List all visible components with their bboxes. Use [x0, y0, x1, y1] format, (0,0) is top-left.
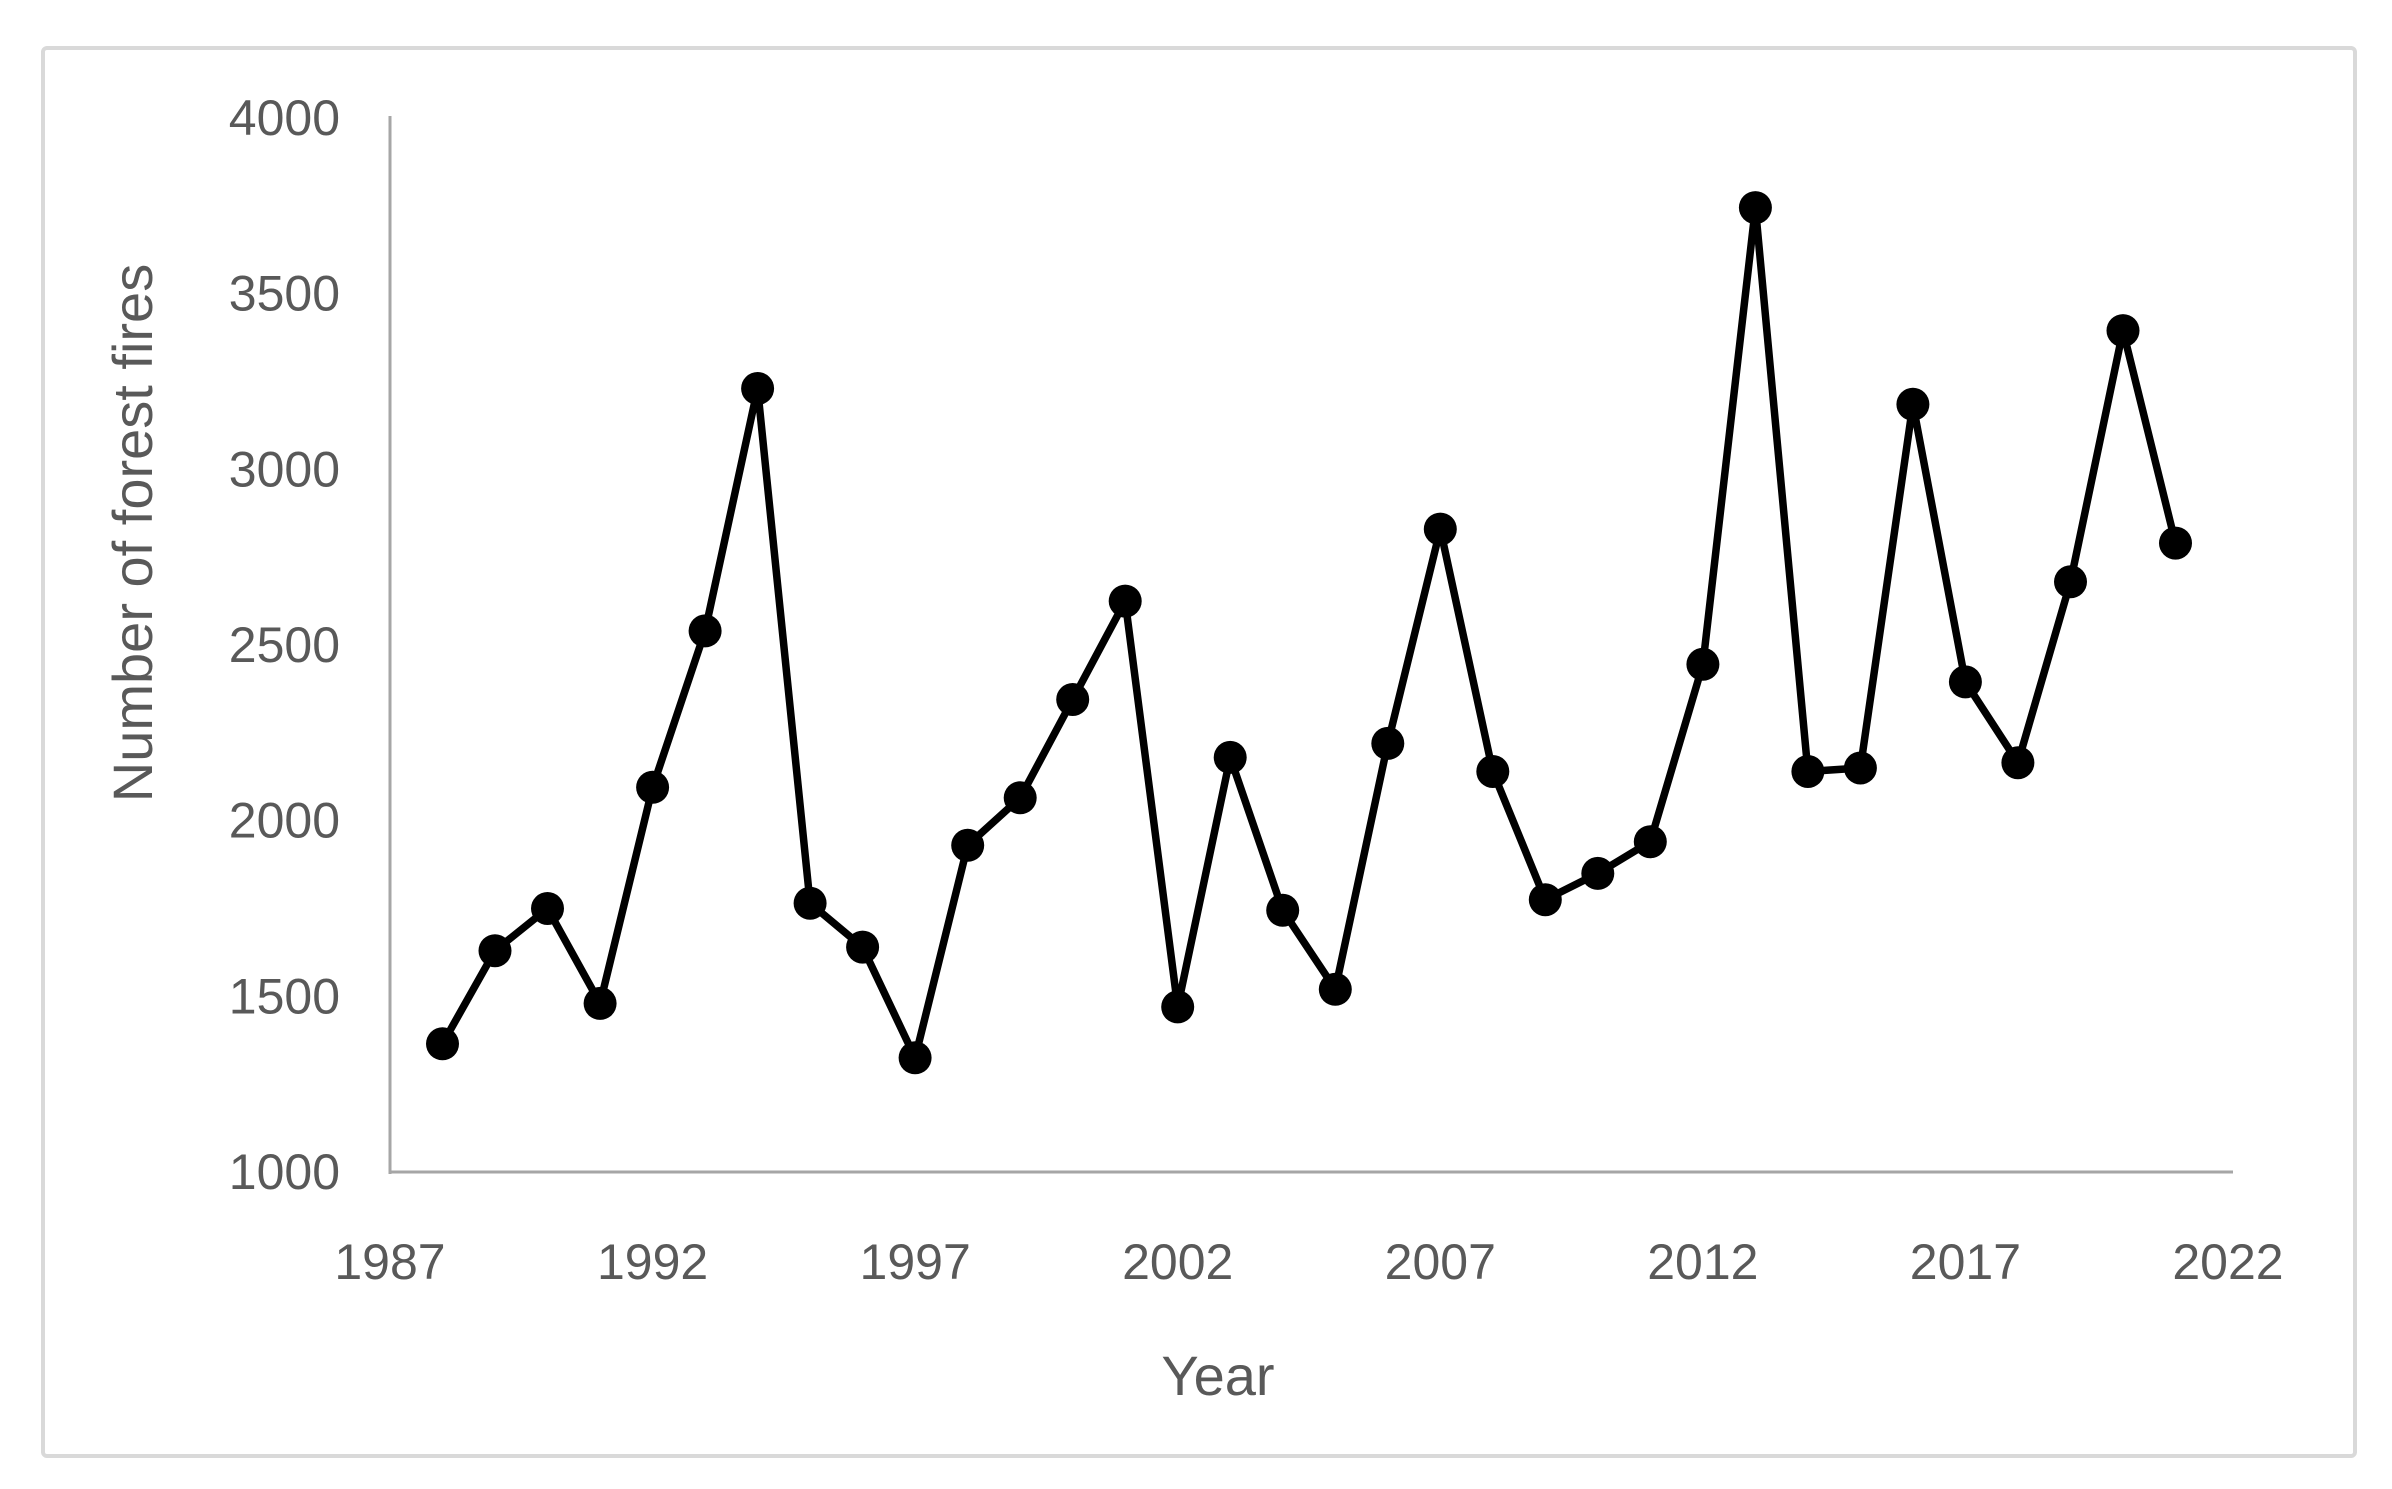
data-point-2007: [1423, 512, 1457, 546]
data-point-2018: [2001, 746, 2035, 780]
data-series: [426, 191, 2192, 1075]
data-point-2003: [1213, 740, 1247, 774]
data-point-2008: [1476, 755, 1510, 788]
data-point-1990: [531, 892, 564, 925]
y-tick-label-2000: 2000: [229, 793, 340, 849]
data-point-1999: [1003, 781, 1037, 815]
x-tick-label-2002: 2002: [1122, 1234, 1233, 1290]
data-point-2019: [2054, 565, 2087, 599]
x-tick-label-1992: 1992: [597, 1234, 708, 1290]
data-point-2012: [1686, 647, 1720, 681]
data-point-1995: [793, 886, 827, 920]
data-point-2014: [1791, 755, 1825, 788]
x-tick-labels: 1987 1992 1997 2002 2007 2012 2017 2022: [334, 1234, 2283, 1290]
x-axis: 1987 1992 1997 2002 2007 2012 2017 2022: [334, 1170, 2284, 1290]
data-point-2020: [2106, 314, 2140, 348]
x-tick-label-2012: 2012: [1647, 1234, 1758, 1290]
data-point-1996: [846, 930, 880, 964]
data-point-2006: [1371, 726, 1405, 760]
y-tick-label-2500: 2500: [229, 617, 340, 673]
data-point-2010: [1581, 856, 1615, 890]
data-point-2017: [1948, 665, 1982, 699]
data-point-1993: [688, 614, 722, 648]
y-axis: 1000 1500 2000 2500 3000 3500 4000: [229, 90, 392, 1200]
x-axis-title: Year: [1161, 1344, 1274, 1407]
x-tick-label-1997: 1997: [860, 1234, 971, 1290]
data-point-2001: [1108, 584, 1142, 618]
y-tick-label-1500: 1500: [229, 968, 340, 1024]
data-point-2002: [1161, 990, 1195, 1024]
y-tick-label-1000: 1000: [229, 1144, 340, 1200]
x-tick-label-2022: 2022: [2172, 1234, 2283, 1290]
y-tick-label-4000: 4000: [229, 90, 340, 146]
data-point-2021: [2159, 526, 2192, 560]
data-point-1989: [478, 934, 512, 968]
data-point-2016: [1896, 387, 1930, 421]
x-tick-label-2017: 2017: [1910, 1234, 2021, 1290]
chart-frame: [41, 46, 2357, 1458]
data-point-2009: [1528, 883, 1562, 917]
data-point-2013: [1738, 191, 1772, 225]
x-tick-label-2007: 2007: [1385, 1234, 1496, 1290]
x-tick-label-1987: 1987: [334, 1234, 445, 1290]
data-point-1994: [741, 372, 775, 405]
y-tick-label-3500: 3500: [229, 266, 340, 322]
data-point-2015: [1843, 751, 1877, 785]
data-point-1998: [951, 828, 985, 862]
data-point-1997: [898, 1041, 932, 1075]
y-axis-title: Number of forest fires: [101, 264, 164, 802]
data-point-2000: [1056, 683, 1090, 716]
series-line: [438, 203, 2180, 1062]
data-point-2005: [1318, 972, 1352, 1006]
y-tick-labels: 1000 1500 2000 2500 3000 3500 4000: [229, 90, 340, 1200]
data-point-1991: [583, 986, 617, 1020]
series-markers: [426, 191, 2192, 1075]
y-tick-label-3000: 3000: [229, 441, 340, 497]
data-point-2011: [1633, 825, 1667, 859]
data-point-2004: [1266, 893, 1300, 927]
data-point-1992: [636, 770, 670, 804]
data-point-1988: [426, 1027, 459, 1061]
